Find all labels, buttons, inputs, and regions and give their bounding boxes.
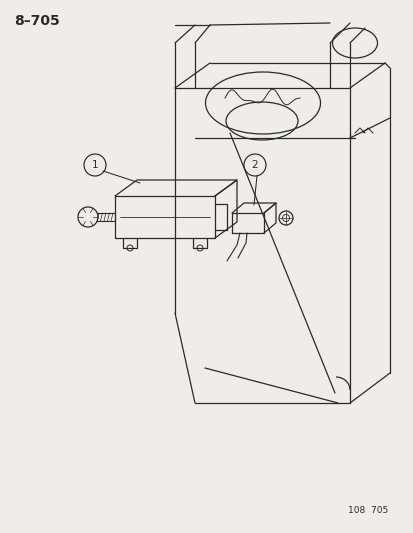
Text: 2: 2	[251, 160, 258, 170]
Text: 1: 1	[91, 160, 98, 170]
Text: 8–705: 8–705	[14, 14, 59, 28]
Text: 108  705: 108 705	[347, 506, 387, 515]
Circle shape	[78, 207, 98, 227]
